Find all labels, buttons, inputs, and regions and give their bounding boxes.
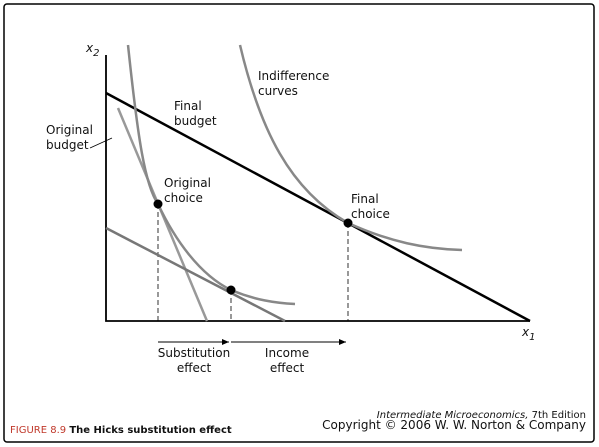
label: effect	[177, 361, 212, 375]
caption: FIGURE 8.9 The Hicks substitution effect	[10, 425, 232, 436]
label: curves	[258, 84, 298, 98]
label: Income	[265, 346, 309, 360]
label: choice	[164, 191, 203, 205]
credit: Intermediate Microeconomics, 7th Edition	[377, 410, 586, 421]
label: Substitution	[158, 346, 230, 360]
label: effect	[270, 361, 305, 375]
label: choice	[351, 207, 390, 221]
label: budget	[174, 114, 217, 128]
copyright: Copyright © 2006 W. W. Norton & Company	[322, 418, 586, 432]
label: Original	[46, 123, 93, 137]
pointer	[89, 137, 113, 149]
label: Final	[351, 192, 379, 206]
label: Original	[164, 176, 211, 190]
axes	[105, 55, 530, 322]
label: Indifference	[258, 69, 329, 83]
final-budget	[105, 91, 531, 323]
indifference-curve	[238, 44, 463, 252]
intermediate-point	[226, 285, 236, 295]
original-choice-point	[153, 199, 163, 209]
indifference-curve	[126, 44, 296, 306]
final-choice-point	[343, 218, 353, 228]
label: Final	[174, 99, 202, 113]
frame	[3, 3, 595, 443]
label: budget	[46, 138, 89, 152]
y-axis-label: x2	[85, 41, 99, 59]
pivoted-budget	[105, 226, 286, 323]
x-axis-label: x1	[521, 325, 535, 343]
guides	[157, 204, 349, 321]
